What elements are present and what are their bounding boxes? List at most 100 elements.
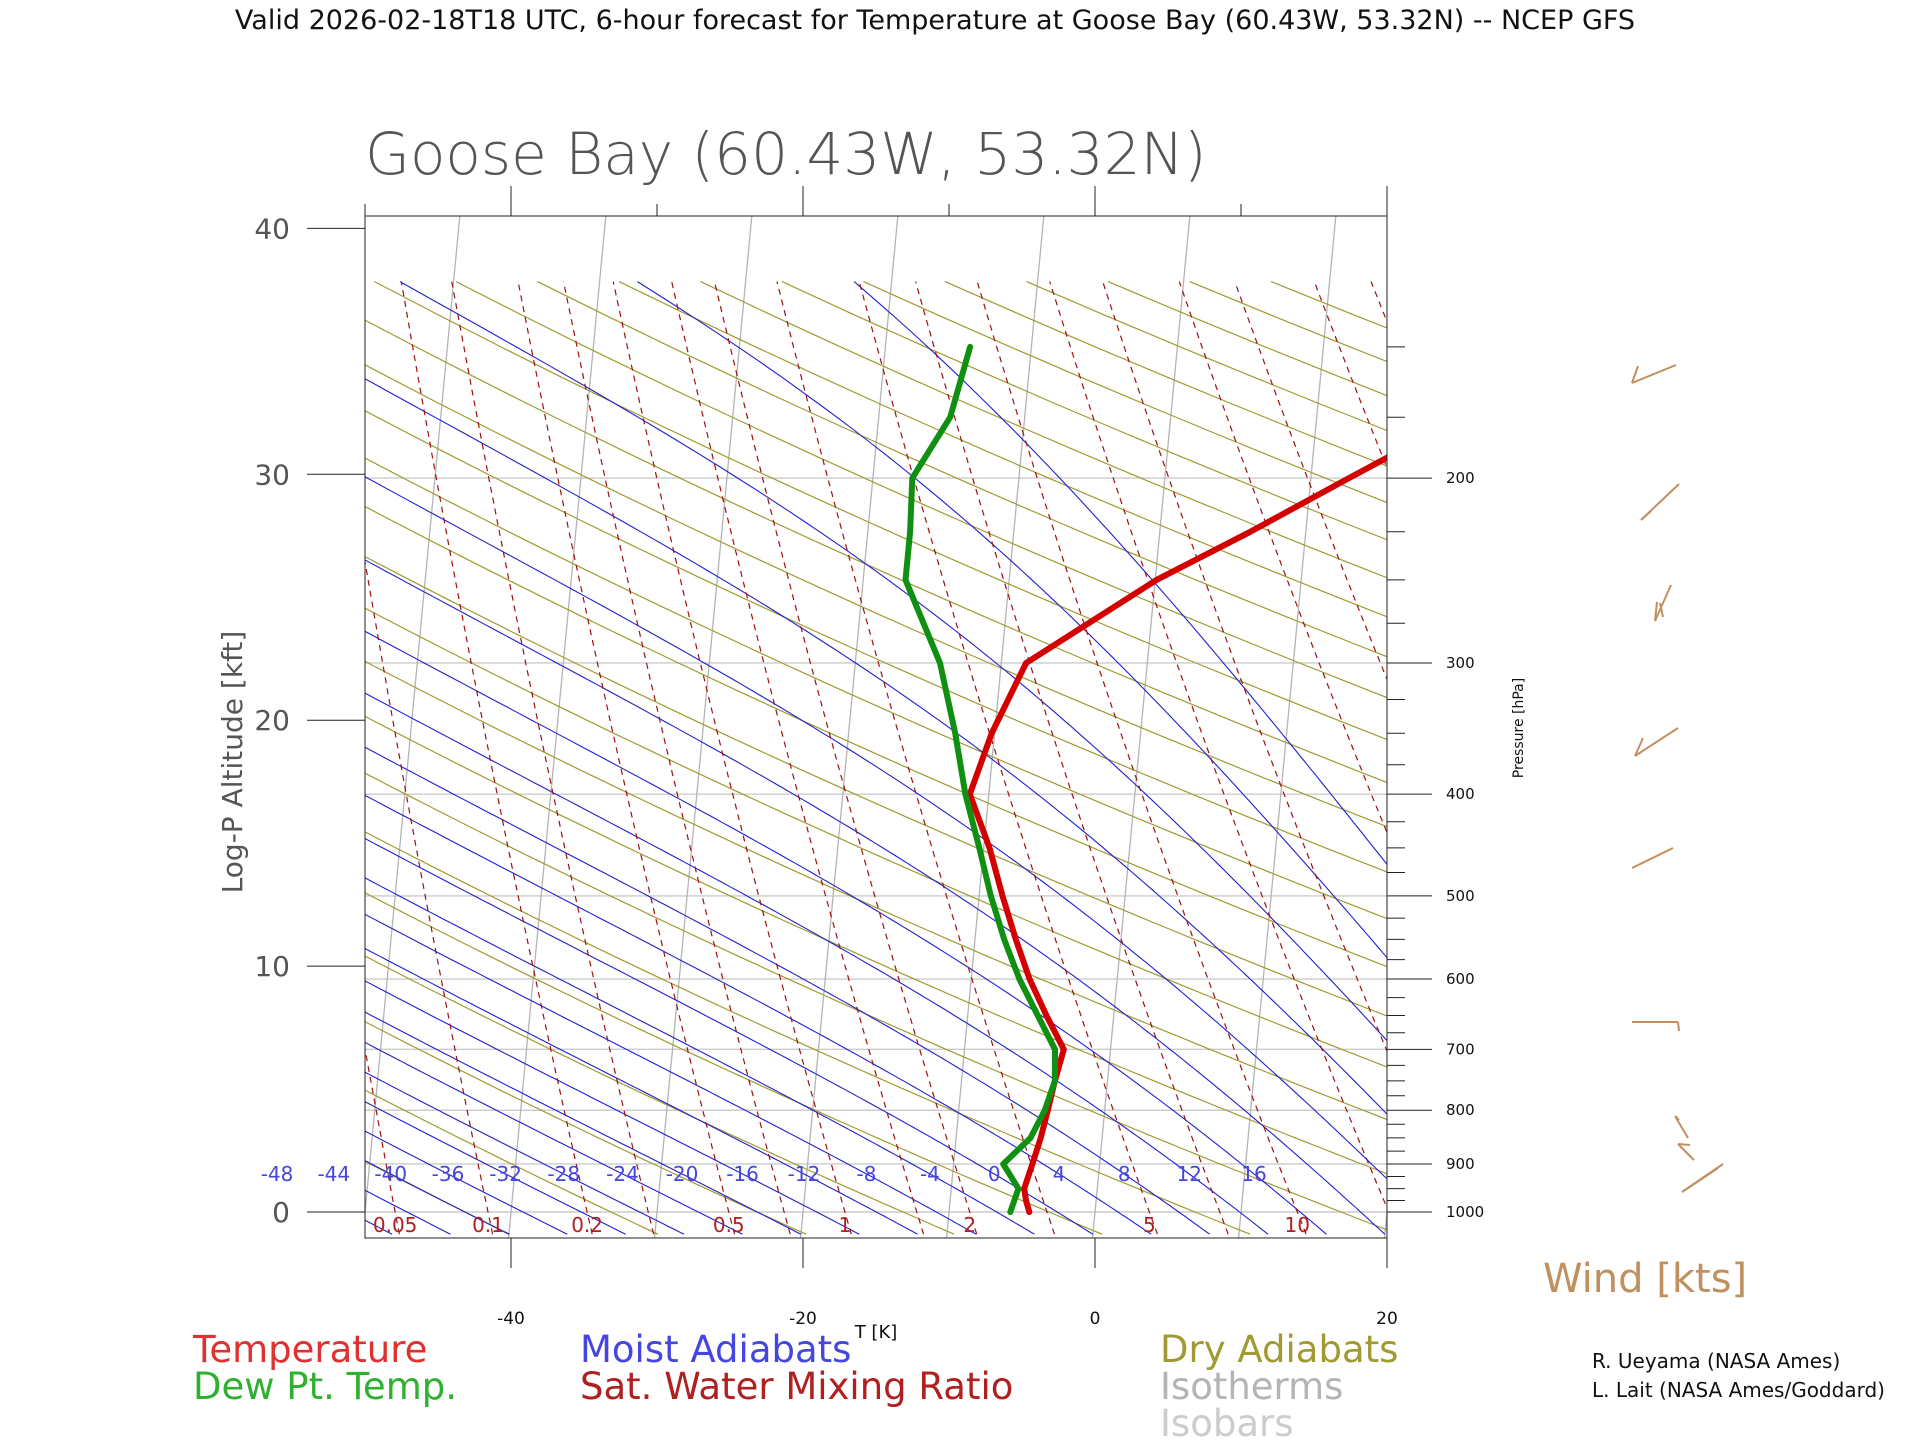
dry-adiabat-line xyxy=(781,281,1387,541)
dry-adiabat-line xyxy=(0,282,66,1235)
moist-adiabat-line xyxy=(365,1011,802,1235)
moist-adiabat-label: -36 xyxy=(432,1162,465,1186)
pressure-label: 300 xyxy=(1446,654,1475,672)
dry-adiabat-line xyxy=(365,457,1387,920)
mixing-ratio-line xyxy=(517,281,736,1235)
wind-barb xyxy=(1677,1143,1691,1146)
pressure-label: 600 xyxy=(1446,970,1475,988)
credit-line-1: R. Ueyama (NASA Ames) xyxy=(1592,1349,1840,1373)
isobars xyxy=(365,477,1387,1213)
dry-adiabat-line xyxy=(863,281,1387,504)
moist-adiabat-line xyxy=(637,281,1387,959)
dry-adiabat-line xyxy=(365,772,1387,1231)
mixing-ratio-lines xyxy=(365,281,1387,1235)
dry-adiabat-line xyxy=(700,281,1387,579)
moist-adiabat-label: -4 xyxy=(920,1162,940,1186)
mixing-ratio-line xyxy=(400,281,593,1235)
moist-adiabat-line xyxy=(365,794,1152,1235)
x-tick-label: -20 xyxy=(789,1309,817,1329)
moist-adiabat-label: 16 xyxy=(1241,1162,1266,1186)
moist-adiabat-label: -24 xyxy=(606,1162,639,1186)
moist-adiabat-line xyxy=(365,837,1094,1235)
mixing-ratio-line xyxy=(1234,281,1387,681)
moist-adiabat-line xyxy=(365,559,1386,1235)
y-tick-label: 30 xyxy=(254,458,290,491)
moist-adiabat-label: -28 xyxy=(547,1162,580,1186)
wind-barb xyxy=(1634,727,1679,757)
moist-adiabat-label: -32 xyxy=(489,1162,522,1186)
legend-item: Isobars xyxy=(1160,1402,1293,1440)
moist-adiabat-line xyxy=(365,746,1211,1235)
moist-adiabat-line xyxy=(365,692,1269,1235)
dry-adiabat-line xyxy=(365,892,1103,1235)
mixing-ratio-line xyxy=(562,281,791,1235)
mixing-ratio-line xyxy=(451,281,655,1235)
mixing-ratio-label: 1 xyxy=(839,1213,852,1237)
x-tick-label: -40 xyxy=(497,1309,525,1329)
moist-adiabat-line xyxy=(365,1071,685,1235)
isotherm-line xyxy=(365,216,461,1220)
pressure-label: 400 xyxy=(1446,785,1475,803)
dewpoint-line xyxy=(902,343,1058,1215)
dry-adiabat-line xyxy=(1270,281,1387,329)
y-axis: 0 10 20 30 40 xyxy=(254,212,365,1229)
mixing-ratio-label: 10 xyxy=(1285,1213,1310,1237)
x-tick-label: 20 xyxy=(1376,1309,1398,1329)
moist-adiabat-label: -48 xyxy=(261,1162,294,1186)
wind-barb-flag xyxy=(1681,1167,1719,1193)
moist-adiabat-label: -40 xyxy=(374,1162,407,1186)
moist-adiabat-line xyxy=(365,877,1035,1235)
legend-item: Dew Pt. Temp. xyxy=(193,1365,457,1408)
moist-adiabat-line xyxy=(365,476,1387,1180)
dry-adiabat-line xyxy=(0,282,362,1235)
dry-adiabat-line xyxy=(944,281,1387,467)
isotherm-line xyxy=(1237,216,1337,1238)
dry-adiabat-line xyxy=(365,1089,659,1235)
pressure-axis-label: Pressure [hPa] xyxy=(1511,678,1527,778)
pressure-label: 1000 xyxy=(1446,1203,1484,1221)
wind-barb-flag xyxy=(1654,601,1658,622)
pressure-label: 900 xyxy=(1446,1155,1475,1173)
inner-labels: -48 -44 -40 -36 -32 -28 -24 -20 -16 -12 -8 -4 0 4 8 12 1… xyxy=(261,1162,1310,1237)
y-tick-label: 0 xyxy=(272,1196,290,1229)
mixing-ratio-label: 0.1 xyxy=(472,1213,504,1237)
dry-adiabat-line xyxy=(374,281,1387,741)
dry-adiabat-line xyxy=(365,715,1387,1175)
isotherm-line xyxy=(1528,186,1631,1268)
moist-adiabat-label: 0 xyxy=(988,1162,1001,1186)
dry-adiabat-line xyxy=(365,1021,807,1235)
moist-adiabat-line xyxy=(365,630,1327,1235)
legend-item: Dry Adiabats xyxy=(1160,1328,1398,1371)
mixing-ratio-line xyxy=(365,1045,400,1235)
moist-adiabat-label: -8 xyxy=(856,1162,876,1186)
mixing-ratio-line xyxy=(1178,281,1387,835)
wind-barb-flag xyxy=(1677,1143,1695,1161)
wind-barb-flag xyxy=(1640,510,1652,521)
pressure-label: 800 xyxy=(1446,1101,1475,1119)
mixing-ratio-line xyxy=(976,281,1307,1235)
wind-barb xyxy=(1654,584,1672,622)
y-tick-label: 10 xyxy=(254,950,290,983)
dry-adiabat-line xyxy=(0,282,214,1235)
moist-adiabat-line xyxy=(853,281,1387,866)
moist-adiabat-line xyxy=(365,1219,393,1235)
mixing-ratio-label: 2 xyxy=(963,1213,976,1237)
mixing-ratio-label: 0.2 xyxy=(571,1213,603,1237)
isotherm-line xyxy=(0,186,25,1268)
dry-adiabat-line xyxy=(365,1160,511,1235)
plot-frame xyxy=(364,215,1388,1239)
y-tick-label: 20 xyxy=(254,704,290,737)
wind-barb xyxy=(1677,1021,1680,1032)
isotherm-line xyxy=(507,216,607,1238)
legend-item: Isotherms xyxy=(1160,1365,1343,1408)
moist-adiabat-label: -12 xyxy=(788,1162,821,1186)
dry-adiabat-line xyxy=(455,281,1387,699)
chart-title: Goose Bay (60.43W, 53.32N) xyxy=(365,120,1206,188)
dry-adiabat-line xyxy=(365,831,1251,1235)
wind-barb-flag xyxy=(1659,602,1664,618)
moist-adiabat-line xyxy=(365,980,860,1235)
dry-adiabat-line xyxy=(365,955,955,1235)
wind-barb xyxy=(1631,364,1677,384)
